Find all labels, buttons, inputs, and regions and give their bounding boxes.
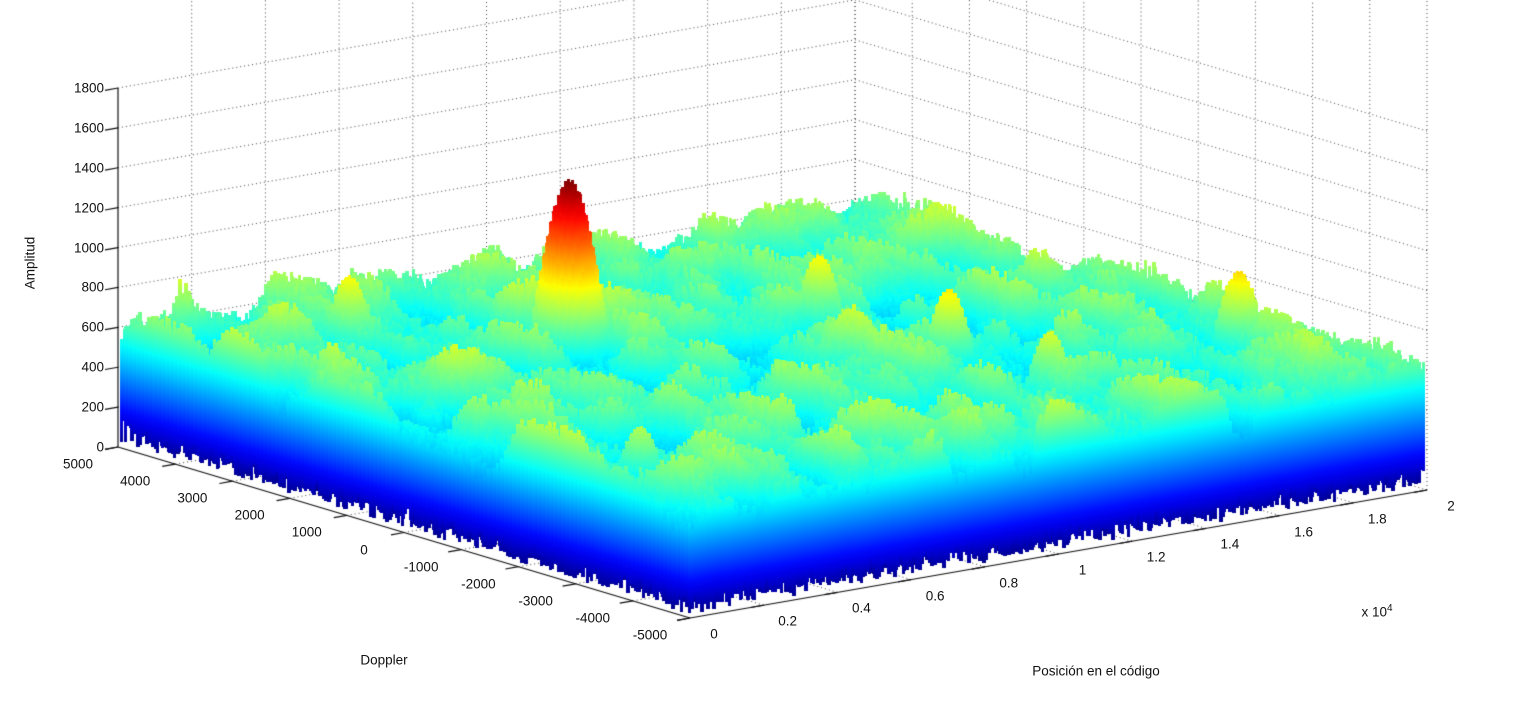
- x-axis-title: Posición en el código: [1032, 663, 1160, 679]
- exponent-power: 4: [1386, 602, 1393, 614]
- z-axis-title: Amplitud: [22, 236, 38, 290]
- x-axis-exponent-label: x 104: [1361, 603, 1392, 620]
- y-axis-title: Doppler: [360, 652, 408, 668]
- exponent-base: x 10: [1361, 604, 1387, 620]
